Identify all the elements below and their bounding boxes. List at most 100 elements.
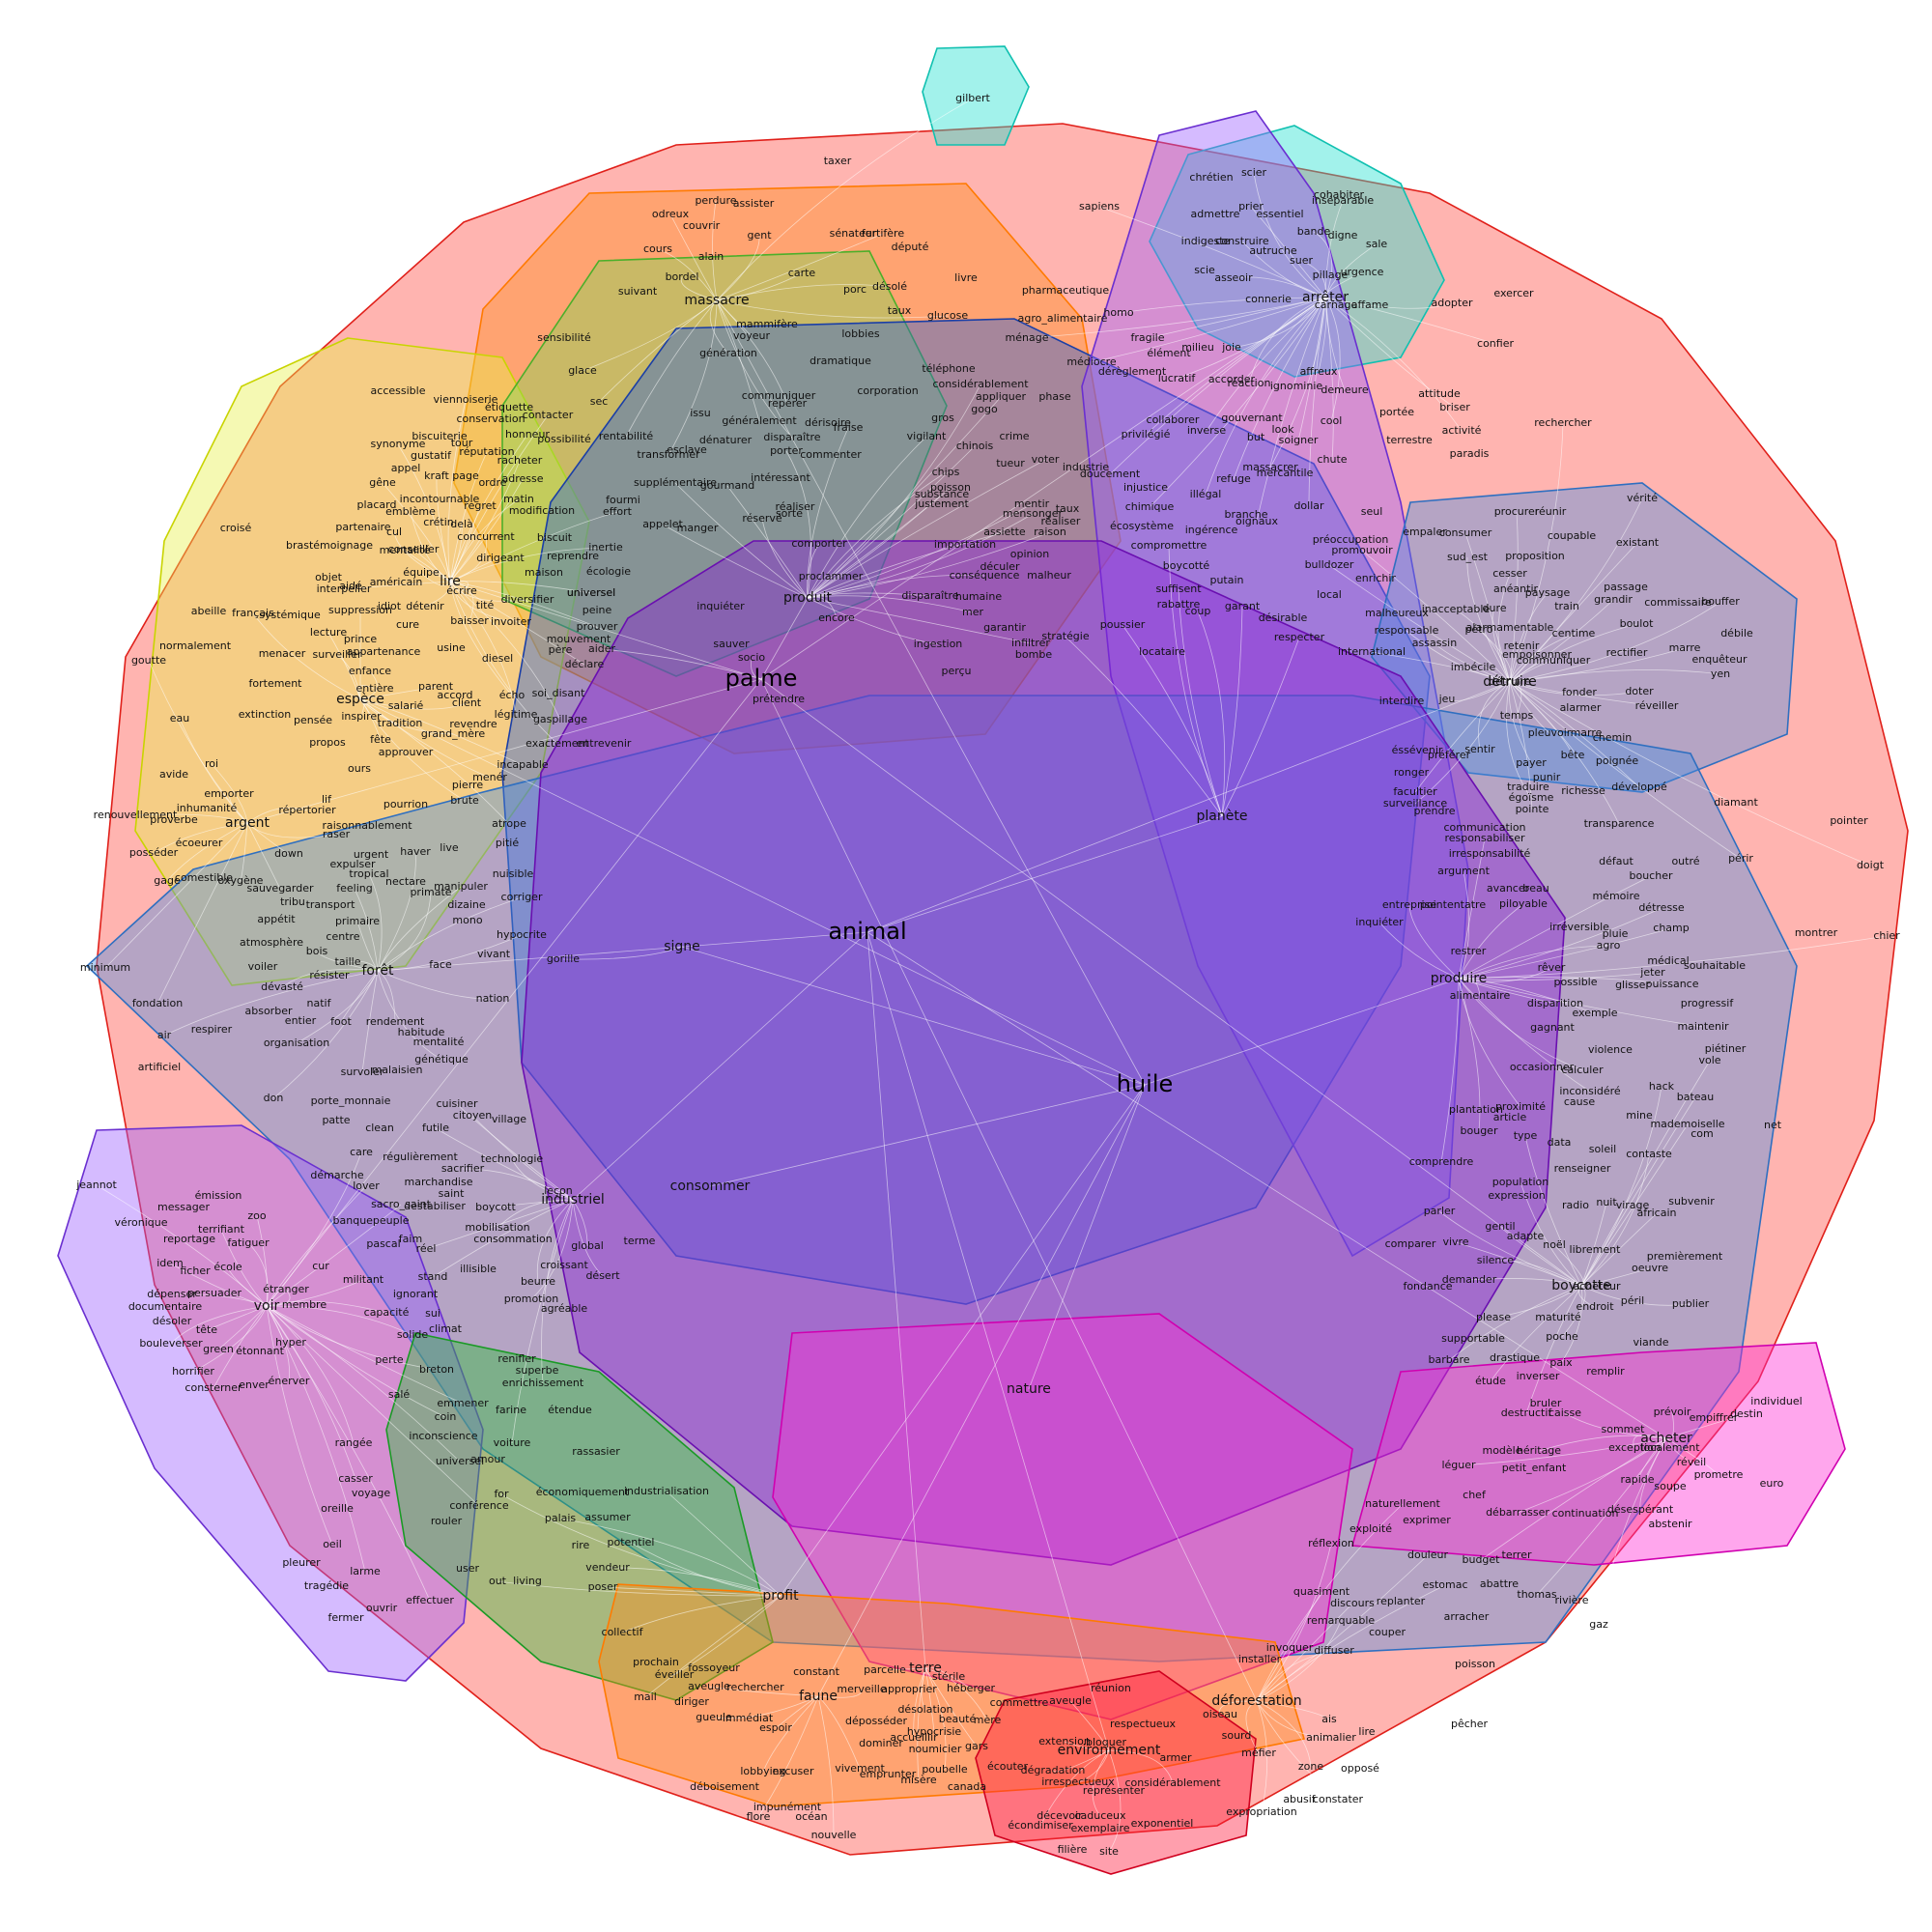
node-label: boycotté (1163, 559, 1210, 572)
graph-edge (1109, 297, 1326, 475)
graph-edge (497, 1199, 574, 1229)
node-label: maintenir (1677, 1020, 1729, 1033)
node-label: dérèglement (1098, 365, 1167, 378)
node-label: désespérant (1607, 1503, 1674, 1516)
graph-edge (368, 873, 383, 972)
graph-edge (572, 1199, 604, 1277)
node-label: désert (585, 1269, 620, 1282)
node-label: plantation (1449, 1103, 1503, 1116)
graph-edge (240, 822, 248, 882)
node-label: partenaire (335, 521, 390, 533)
graph-edge (179, 718, 248, 824)
node-label: progressif (1681, 997, 1735, 1009)
node-label: sénateur (830, 227, 877, 240)
cluster-label: signe (664, 939, 700, 954)
node-label: adresse (501, 472, 543, 485)
graph-edge (382, 482, 451, 582)
node-label: avide (159, 768, 188, 781)
node-label: paysage (1525, 586, 1571, 599)
node-label: hack (1649, 1080, 1675, 1093)
node-label: cesser (1492, 567, 1527, 580)
graph-edge (669, 213, 718, 301)
node-label: coin (435, 1410, 457, 1423)
node-label: larme (350, 1565, 381, 1577)
node-label: agro_alimentaire (1018, 312, 1108, 325)
node-label: lucratif (1158, 372, 1197, 384)
node-label: solide (397, 1328, 429, 1341)
graph-edge (924, 1666, 972, 1690)
node-label: mammifère (736, 318, 798, 330)
node-label: communication (1443, 821, 1525, 834)
node-label: barbare (1428, 1353, 1469, 1366)
node-label: marchandise (404, 1176, 472, 1188)
node-label: perçu (941, 665, 971, 677)
node-label: poche (1546, 1330, 1578, 1343)
node-label: pluie (1603, 927, 1629, 940)
node-label: chemin (1593, 731, 1633, 744)
graph-edge (1250, 206, 1326, 298)
node-label: gent (747, 229, 772, 242)
graph-edge (393, 531, 451, 582)
node-label: corporation (857, 384, 918, 397)
node-label: éveiller (655, 1668, 695, 1681)
node-label: périr (1728, 852, 1753, 865)
node-label: assiette (983, 526, 1026, 538)
graph-edge (316, 951, 379, 972)
node-label: racheter (497, 454, 543, 467)
graph-edge (1458, 903, 1524, 980)
node-label: vérité (1627, 492, 1658, 504)
graph-edge (807, 436, 927, 599)
node-label: estomac (1422, 1578, 1467, 1591)
cluster-hull-green-bottom (385, 1332, 774, 1701)
node-label: désolation (897, 1703, 952, 1716)
node-label: appartenance (347, 645, 421, 658)
node-label: inertie (588, 541, 623, 554)
node-label: armer (1159, 1751, 1192, 1764)
node-label: rechercher (1534, 416, 1592, 429)
graph-edge (1065, 636, 1223, 817)
node-label: pourrion (384, 798, 428, 810)
node-label: centre (326, 930, 359, 943)
node-label: village (492, 1113, 526, 1125)
graph-edge (867, 815, 1223, 933)
node-label: bois (306, 945, 328, 957)
node-label: site (1099, 1845, 1119, 1858)
node-label: filière (1058, 1843, 1088, 1856)
node-label: fondance (1403, 1280, 1452, 1293)
graph-edge (716, 235, 760, 301)
node-label: minimum (80, 961, 130, 974)
graph-edge (1564, 1412, 1667, 1439)
node-label: look (1272, 423, 1295, 436)
node-label: réputation (459, 445, 514, 458)
graph-edge (449, 460, 521, 582)
node-label: ménage (1006, 331, 1049, 344)
graph-edge (1509, 623, 1637, 683)
graph-edge (1509, 422, 1564, 683)
node-label: bruler (1530, 1397, 1562, 1409)
node-label: coupable (1548, 529, 1597, 542)
node-label: prince (344, 633, 378, 645)
graph-edge (716, 299, 788, 405)
node-label: pêcher (1451, 1718, 1489, 1730)
node-label: radio (1562, 1199, 1589, 1211)
node-label: souhaitable (1684, 959, 1746, 972)
node-label: aveugle (688, 1680, 730, 1692)
node-label: incontournable (400, 493, 480, 505)
node-label: international (1338, 645, 1406, 658)
node-label: essentiel (1256, 208, 1303, 220)
node-label: locataire (1139, 645, 1185, 658)
cluster-hull-orange-bottom (598, 1583, 1306, 1807)
node-label: constater (1313, 1793, 1364, 1805)
node-label: concurrent (457, 530, 515, 543)
node-label: respecter (1274, 631, 1325, 643)
node-label: crétin (423, 516, 453, 528)
node-label: prometre (1694, 1468, 1744, 1481)
node-label: farine (496, 1404, 526, 1416)
node-label: cul (386, 526, 402, 538)
node-label: nuit (1596, 1196, 1617, 1208)
node-label: gourmand (700, 479, 754, 492)
graph-edge (913, 1667, 926, 1739)
graph-edge (1458, 1437, 1667, 1466)
